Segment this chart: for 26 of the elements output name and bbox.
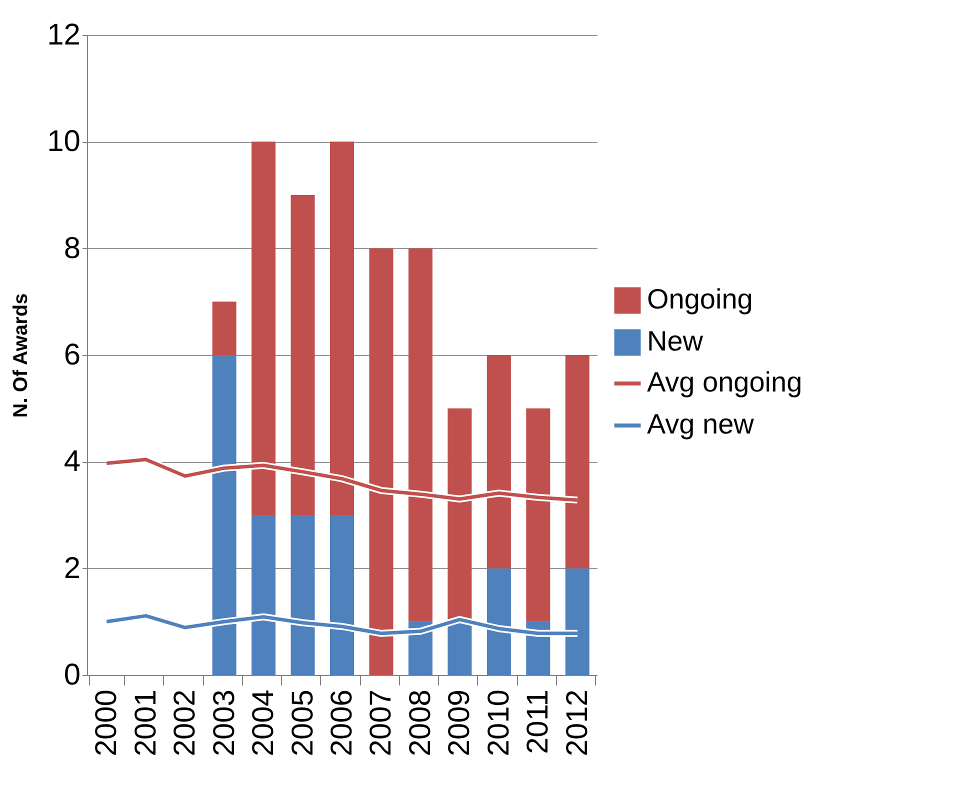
x-tick-label: 2001	[129, 690, 162, 756]
y-tick-label: 0	[64, 658, 80, 692]
x-tick-label: 2012	[560, 690, 594, 756]
y-axis-title: N. Of Awards	[10, 293, 32, 418]
legend-label: Ongoing	[647, 284, 753, 314]
bar	[212, 302, 236, 355]
x-tick-label: 2003	[208, 690, 241, 756]
x-tick-label: 2008	[404, 690, 437, 756]
x-tick-label: 2002	[168, 690, 202, 756]
x-tick-label: 2006	[326, 690, 358, 756]
x-tick-label: 2004	[247, 690, 280, 756]
x-tick-label: 2009	[443, 690, 476, 756]
legend-label: Avg ongoing	[647, 366, 802, 398]
legend-label: Avg new	[647, 408, 755, 440]
y-tick-label: 10	[47, 125, 80, 158]
x-tick-label: 2007	[364, 690, 398, 756]
x-tick-label: 2010	[482, 690, 516, 756]
y-tick-label: 6	[64, 338, 80, 372]
legend-label: New	[647, 326, 704, 356]
x-tick-label: 2005	[286, 690, 320, 756]
y-tick-label: 4	[64, 445, 80, 478]
x-tick-label: 2011	[522, 690, 555, 754]
y-tick-label: 2	[64, 552, 80, 585]
y-tick-label: 12	[47, 18, 80, 52]
y-tick-label: 8	[64, 232, 80, 265]
x-tick-label: 2000	[90, 690, 124, 756]
